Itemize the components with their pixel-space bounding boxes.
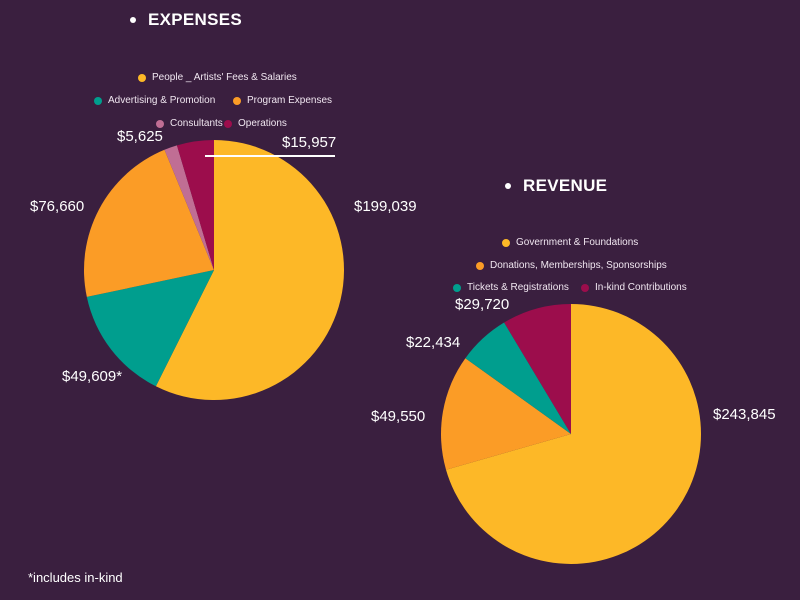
- legend-revenue-government: Government & Foundations: [502, 237, 638, 248]
- legend-expenses-operations: Operations: [224, 118, 287, 129]
- legend-expenses-consultants: Consultants: [156, 118, 223, 129]
- legend-label: Program Expenses: [247, 95, 333, 106]
- pie-slice-2: [465, 322, 571, 434]
- bullet-icon: [505, 183, 511, 189]
- pie-slice-1: [441, 358, 571, 470]
- pie-slice-0: [155, 140, 344, 400]
- revenue-label-tickets: $22,434: [406, 334, 461, 351]
- legend-label: Government & Foundations: [516, 237, 639, 248]
- pie-slice-2: [84, 149, 214, 297]
- legend-dot-icon: [138, 73, 146, 82]
- revenue-title-text: REVENUE: [523, 176, 608, 195]
- bullet-icon: [130, 17, 136, 23]
- expenses-label-consultants: $5,625: [117, 128, 163, 145]
- legend-label: Advertising & Promotion: [108, 95, 216, 106]
- pie-slice-1: [86, 270, 214, 387]
- pie-slice-3: [164, 145, 214, 270]
- legend-dot-icon: [94, 96, 102, 105]
- legend-expenses-program: Program Expenses: [233, 95, 332, 106]
- revenue-label-inkind: $29,720: [455, 296, 510, 313]
- expenses-pie-chart: [84, 140, 344, 400]
- legend-revenue-donations: Donations, Memberships, Sponsorships: [476, 260, 667, 271]
- legend-revenue-inkind: In-kind Contributions: [581, 282, 687, 293]
- expenses-label-people: $199,039: [354, 198, 417, 215]
- pie-slice-0: [446, 304, 701, 564]
- expenses-label-advertising: $49,609*: [62, 368, 123, 385]
- expenses-title-text: EXPENSES: [148, 10, 243, 29]
- expenses-heading: EXPENSES: [130, 10, 242, 30]
- legend-expenses-people: People _ Artists' Fees & Salaries: [138, 72, 297, 83]
- legend-dot-icon: [476, 261, 484, 270]
- legend-dot-icon: [581, 283, 589, 292]
- revenue-label-donations: $49,550: [371, 408, 426, 425]
- footnote: *includes in-kind: [28, 570, 123, 585]
- revenue-label-government: $243,845: [713, 406, 776, 423]
- legend-dot-icon: [453, 283, 461, 292]
- legend-expenses-advertising: Advertising & Promotion: [94, 95, 215, 106]
- legend-dot-icon: [224, 119, 232, 128]
- legend-label: Consultants: [170, 118, 223, 129]
- expenses-label-operations: $15,957: [282, 134, 337, 151]
- legend-label: Donations, Memberships, Sponsorships: [490, 260, 667, 271]
- legend-revenue-tickets: Tickets & Registrations: [453, 282, 569, 293]
- expenses-label-program: $76,660: [30, 198, 85, 215]
- legend-label: In-kind Contributions: [595, 282, 687, 293]
- operations-leader-line: [205, 155, 335, 157]
- pie-slice-3: [504, 304, 571, 434]
- revenue-pie-chart: [441, 304, 701, 564]
- pie-slice-4: [176, 140, 214, 270]
- legend-dot-icon: [502, 238, 510, 247]
- legend-label: Operations: [238, 118, 287, 129]
- legend-dot-icon: [156, 119, 164, 128]
- legend-label: People _ Artists' Fees & Salaries: [152, 72, 297, 83]
- revenue-heading: REVENUE: [505, 176, 607, 196]
- legend-label: Tickets & Registrations: [467, 282, 569, 293]
- legend-dot-icon: [233, 96, 241, 105]
